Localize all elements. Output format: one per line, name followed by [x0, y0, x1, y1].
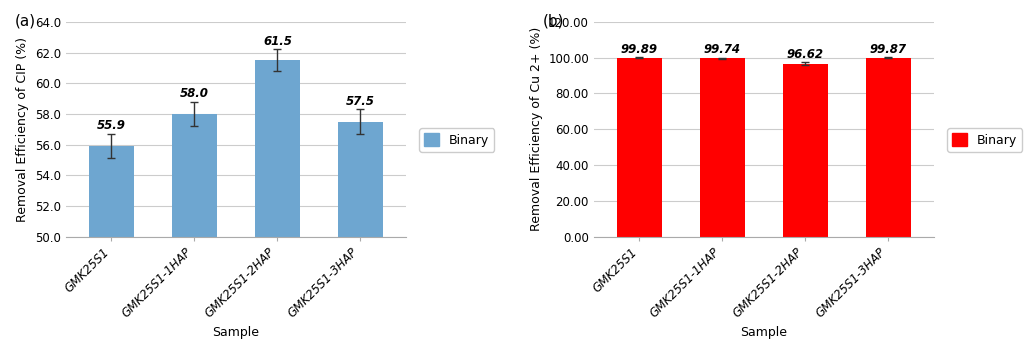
- Text: 99.89: 99.89: [621, 43, 658, 56]
- Text: 58.0: 58.0: [180, 87, 209, 100]
- Text: 96.62: 96.62: [787, 48, 824, 61]
- Bar: [616, 58, 663, 237]
- Legend: Binary: Binary: [947, 128, 1023, 152]
- Text: 61.5: 61.5: [263, 35, 292, 48]
- Text: 99.74: 99.74: [704, 43, 741, 56]
- Text: (a): (a): [14, 13, 36, 28]
- Bar: [700, 58, 746, 237]
- Bar: [172, 114, 217, 237]
- X-axis label: Sample: Sample: [212, 326, 260, 339]
- Text: 99.87: 99.87: [870, 43, 907, 56]
- Bar: [783, 64, 828, 237]
- Bar: [89, 146, 134, 237]
- Text: (b): (b): [543, 13, 565, 28]
- X-axis label: Sample: Sample: [740, 326, 788, 339]
- Bar: [337, 121, 384, 237]
- Y-axis label: Removal Efficiency of CIP (%): Removal Efficiency of CIP (%): [17, 37, 29, 222]
- Bar: [865, 58, 911, 237]
- Bar: [254, 60, 300, 237]
- Text: 55.9: 55.9: [97, 119, 126, 132]
- Y-axis label: Removal Efficiency of Cu 2+ (%): Removal Efficiency of Cu 2+ (%): [529, 27, 543, 231]
- Text: 57.5: 57.5: [346, 94, 374, 107]
- Legend: Binary: Binary: [419, 128, 494, 152]
